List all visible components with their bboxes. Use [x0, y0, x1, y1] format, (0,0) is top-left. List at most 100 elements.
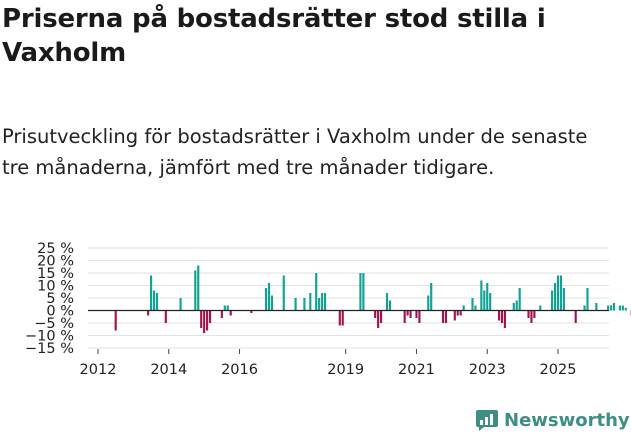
bar: [456, 310, 459, 316]
bar: [374, 310, 377, 318]
bar: [430, 283, 433, 311]
chart-title: Priserna på bostadsrätter stod stilla i …: [2, 4, 546, 68]
bar: [309, 293, 312, 311]
bar: [359, 273, 362, 311]
bar: [474, 305, 477, 311]
brand-name: Newsworthy: [504, 409, 630, 431]
bar: [595, 303, 598, 311]
bar: [515, 300, 518, 311]
bar: [179, 298, 182, 311]
bar: [147, 310, 150, 316]
chart-subtitle: Prisutveckling för bostadsrätter i Vaxho…: [2, 125, 588, 179]
bar: [155, 293, 159, 311]
bar: [583, 305, 586, 311]
y-tick-label: 25 %: [37, 241, 74, 257]
bar: [618, 305, 621, 311]
bar: [621, 305, 624, 311]
price-change-bar-chart: 25 %20 %15 %10 %5 %0 %−5 %−10 %−15 % 2012…: [25, 241, 631, 375]
bar: [486, 283, 489, 311]
y-tick-label: −5 %: [34, 316, 74, 332]
bar: [409, 310, 412, 318]
bar: [539, 305, 542, 311]
bar: [418, 310, 421, 323]
bar: [265, 288, 268, 311]
y-tick-label: 0 %: [46, 304, 74, 320]
bar: [388, 300, 391, 311]
bar: [220, 310, 223, 318]
newsworthy-brand: Newsworthy: [475, 408, 630, 432]
bar: [152, 290, 156, 311]
bar: [208, 310, 212, 323]
bar: [114, 310, 117, 331]
bar: [453, 310, 456, 321]
bar: [323, 293, 327, 311]
y-tick-label: 5 %: [46, 291, 74, 307]
bar: [338, 310, 341, 326]
bar: [533, 310, 536, 318]
bar: [610, 305, 613, 311]
bar: [559, 275, 563, 311]
bar: [586, 288, 589, 311]
bar: [270, 295, 274, 311]
bar: [229, 310, 232, 316]
bar: [250, 310, 253, 313]
bar: [471, 298, 474, 311]
y-tick-label: 15 %: [37, 266, 74, 282]
bar: [226, 305, 229, 311]
bar: [203, 310, 206, 333]
bar: [459, 310, 462, 316]
bar: [197, 265, 200, 311]
bar: [403, 310, 406, 323]
y-tick-label: 10 %: [37, 279, 74, 295]
bar: [562, 288, 565, 311]
bar: [315, 273, 318, 311]
bar: [223, 305, 226, 311]
bar: [441, 310, 445, 323]
bar: [294, 298, 297, 311]
bar: [527, 310, 530, 318]
bar: [503, 310, 506, 328]
bar: [415, 310, 418, 318]
bar: [385, 293, 389, 311]
bar: [462, 305, 465, 311]
bar: [341, 310, 344, 326]
bar: [530, 310, 533, 323]
bar: [483, 290, 486, 311]
bar: [377, 310, 380, 328]
x-tick-label: 2021: [398, 362, 435, 375]
x-tick-label: 2019: [327, 362, 364, 375]
bar: [303, 298, 306, 311]
bar: [518, 288, 521, 311]
x-tick-label: 2023: [469, 362, 506, 375]
y-tick-label: 20 %: [37, 254, 74, 270]
bar: [444, 310, 448, 323]
bar: [164, 310, 167, 323]
bar: [427, 295, 430, 311]
bar: [497, 310, 501, 321]
x-tick-label: 2012: [80, 362, 117, 375]
bar: [321, 293, 324, 311]
bar: [556, 275, 560, 311]
bar: [362, 273, 365, 311]
bar: [282, 275, 285, 311]
bar: [206, 310, 209, 331]
y-tick-label: −15 %: [25, 341, 74, 357]
bar: [512, 303, 515, 311]
y-tick-label: −10 %: [25, 329, 74, 345]
bar: [406, 310, 409, 316]
bar: [612, 303, 616, 311]
bar: [624, 308, 627, 311]
bar: [553, 283, 557, 311]
bar: [194, 270, 197, 311]
bar: [607, 305, 610, 311]
bar: [551, 290, 554, 311]
bar: [574, 310, 577, 323]
bar: [380, 310, 383, 323]
x-tick-label: 2025: [540, 362, 577, 375]
newsworthy-logo-icon: [476, 410, 498, 431]
bar: [500, 310, 504, 323]
bar: [267, 283, 271, 311]
bar: [200, 310, 203, 328]
bar: [150, 275, 153, 311]
x-tick-label: 2014: [150, 362, 187, 375]
